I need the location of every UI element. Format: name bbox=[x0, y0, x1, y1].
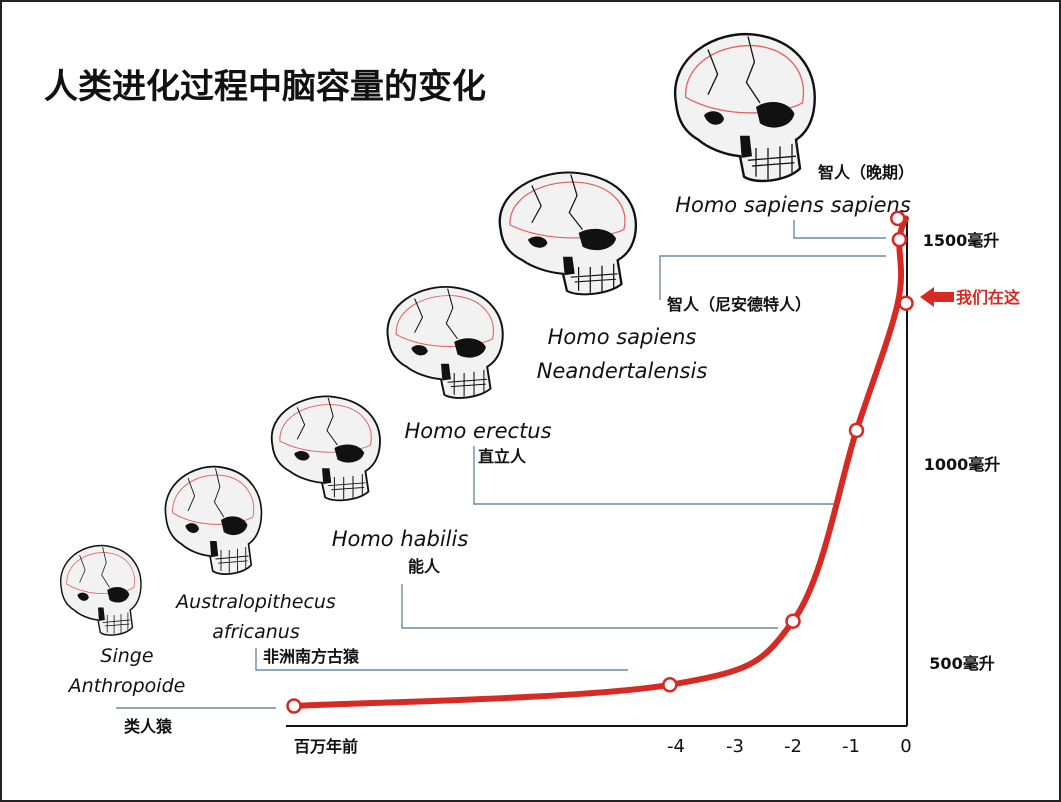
species-latin-australopithecus-line2: africanus bbox=[212, 621, 300, 643]
species-chinese-homo-erectus: 直立人 bbox=[478, 447, 527, 466]
series-markers bbox=[286, 210, 914, 714]
x-tick-label-minus3: -3 bbox=[726, 736, 744, 757]
species-latin-homo-habilis: Homo habilis bbox=[332, 527, 469, 551]
species-latin-homo-sapiens-sapiens: Homo sapiens sapiens bbox=[675, 193, 911, 217]
species-latin-homo-erectus: Homo erectus bbox=[404, 419, 551, 443]
skull-image-neanderthal bbox=[498, 171, 638, 296]
species-latin-singe-line2: Anthropoide bbox=[67, 675, 186, 697]
leader-line-homo-sapiens-sapiens bbox=[793, 220, 886, 239]
data-point-6 bbox=[898, 295, 914, 311]
x-tick-label-minus4: -4 bbox=[667, 736, 685, 757]
x-axis-title: 百万年前 bbox=[294, 737, 358, 756]
y-tick-label-1500: 1500毫升 bbox=[923, 231, 1000, 250]
species-chinese-australopithecus: 非洲南方古猿 bbox=[263, 647, 360, 666]
leader-line-homo-erectus bbox=[473, 446, 836, 505]
leader-line-homo-habilis bbox=[401, 584, 778, 629]
skull-image-singe bbox=[59, 544, 142, 636]
species-chinese-singe: 类人猿 bbox=[124, 717, 173, 736]
species-latin-singe-line1: Singe bbox=[100, 645, 153, 667]
x-tick-label-0: 0 bbox=[900, 736, 911, 757]
we-are-here-arrow-icon bbox=[920, 287, 954, 307]
skull-image-homo-erectus bbox=[386, 285, 504, 399]
skull-image-australopithecus bbox=[164, 465, 263, 576]
y-tick-label-1000: 1000毫升 bbox=[924, 455, 1001, 474]
species-chinese-homo-habilis: 能人 bbox=[408, 557, 441, 576]
x-tick-label-minus2: -2 bbox=[784, 736, 802, 757]
species-chinese-homo-sapiens-sapiens: 智人（晚期） bbox=[818, 163, 914, 182]
x-tick-label-minus1: -1 bbox=[842, 736, 860, 757]
series-line-brain-capacity bbox=[291, 215, 909, 709]
species-latin-neanderthal-line2: Neandertalensis bbox=[537, 359, 708, 383]
data-point-0 bbox=[286, 698, 302, 714]
species-chinese-neanderthal: 智人（尼安德特人） bbox=[667, 295, 811, 314]
chart-title: 人类进化过程中脑容量的变化 bbox=[44, 67, 486, 107]
data-point-4 bbox=[891, 231, 908, 248]
species-latin-australopithecus-line1: Australopithecus bbox=[174, 591, 336, 613]
species-latin-neanderthal-line1: Homo sapiens bbox=[548, 325, 697, 349]
skull-image-homo-sapiens-sapiens bbox=[673, 32, 816, 183]
annotation-we-are-here: 我们在这 bbox=[956, 288, 1020, 307]
data-point-1 bbox=[662, 677, 678, 693]
y-tick-label-500: 500毫升 bbox=[929, 654, 994, 673]
leader-line-neanderthal bbox=[659, 255, 886, 300]
data-point-3 bbox=[848, 422, 865, 439]
skull-image-homo-habilis bbox=[270, 395, 381, 502]
data-point-5 bbox=[890, 210, 906, 227]
leader-line-australopithecus bbox=[255, 648, 628, 671]
data-point-2 bbox=[785, 613, 801, 629]
